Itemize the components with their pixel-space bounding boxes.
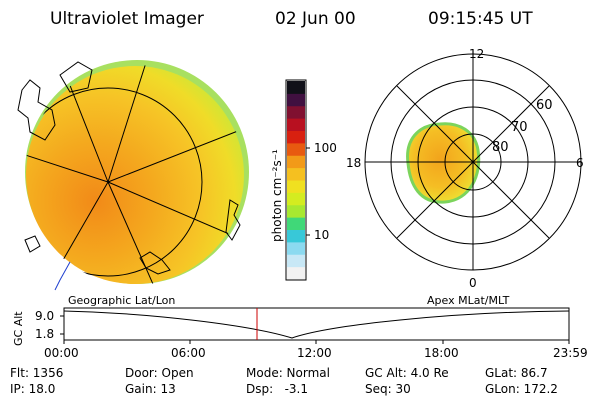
colorbar-cell [287, 204, 305, 218]
colorbar [285, 79, 310, 281]
geographic-lon: GLon: 172.2 [485, 382, 558, 396]
mlt-label-18: 18 [346, 156, 362, 170]
time-tick-2359: 23:59 [553, 346, 588, 360]
dsp-value: Dsp: -3.1 [246, 382, 309, 396]
apex-coords-label: Apex MLat/MLT [427, 294, 510, 307]
alt-tick-low: 1.8 [35, 327, 55, 341]
time-tick-0600: 06:00 [171, 346, 206, 360]
colorbar-cell [287, 254, 305, 268]
geographic-image [17, 60, 249, 291]
gain-value: Gain: 13 [125, 382, 176, 396]
polar-plot [364, 53, 582, 271]
mlat-label-60: 60 [536, 98, 553, 113]
alt-tick-high: 9.0 [35, 309, 55, 323]
colorbar-cell [287, 118, 305, 131]
geographic-lat: GLat: 86.7 [485, 366, 548, 380]
instrument-title: Ultraviolet Imager [50, 9, 204, 29]
mode-status: Mode: Normal [246, 366, 330, 380]
colorbar-cell [287, 241, 305, 255]
timeline-axis-title: GC Alt [12, 311, 25, 346]
geo-coords-label: Geographic Lat/Lon [68, 294, 176, 307]
auroral-oval [406, 122, 481, 204]
colorbar-cell [287, 155, 305, 169]
colorbar-cell [287, 142, 305, 156]
colorbar-cell [287, 217, 305, 230]
image-date: 02 Jun 00 [275, 9, 356, 29]
mlat-label-80: 80 [492, 140, 509, 155]
colorbar-cell [287, 192, 305, 206]
colorbar-cell [287, 105, 305, 119]
mlt-label-12: 12 [469, 47, 485, 61]
coastlines [17, 61, 241, 275]
door-status: Door: Open [125, 366, 194, 380]
altitude-timeline [60, 307, 570, 344]
colorbar-cell [287, 130, 305, 144]
colorbar-cell [287, 167, 305, 181]
ip-value: IP: 18.0 [10, 382, 56, 396]
colorbar-unit-label: photon cm⁻²s⁻¹ [270, 149, 284, 242]
flight-number: Flt: 1356 [10, 366, 64, 380]
colorbar-tick-10: 10 [314, 228, 330, 242]
image-time: 09:15:45 UT [428, 9, 533, 29]
gc-altitude: GC Alt: 4.0 Re [365, 366, 449, 380]
colorbar-cell [287, 93, 305, 107]
sequence-number: Seq: 30 [365, 382, 411, 396]
colorbar-tick-100: 100 [314, 141, 337, 155]
mlt-label-6: 6 [576, 156, 584, 170]
terminator-line [54, 261, 71, 291]
time-tick-0000: 00:00 [44, 346, 79, 360]
time-tick-1800: 18:00 [424, 346, 459, 360]
geographic-grid [25, 65, 245, 285]
colorbar-cell [287, 266, 305, 280]
time-tick-1200: 12:00 [297, 346, 332, 360]
colorbar-cell [287, 81, 305, 94]
colorbar-cell [287, 180, 305, 193]
colorbar-cell [287, 229, 305, 243]
mlt-label-0: 0 [469, 276, 477, 290]
mlat-label-70: 70 [511, 120, 528, 135]
